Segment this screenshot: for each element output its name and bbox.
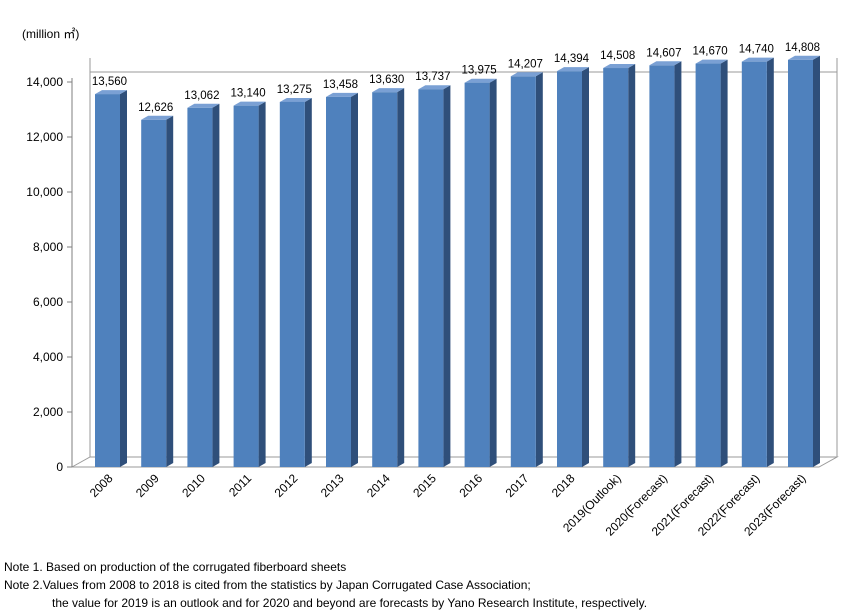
- bar-side: [720, 59, 728, 467]
- y-tick-label: 6,000: [33, 295, 63, 309]
- category-label: 2017: [503, 471, 532, 500]
- value-label: 14,394: [554, 53, 590, 65]
- value-label: 13,275: [277, 84, 312, 96]
- bar-side: [443, 85, 451, 468]
- bar-side: [674, 61, 682, 468]
- category-label: 2008: [87, 471, 116, 500]
- category-label: 2011: [226, 471, 254, 499]
- bar: [741, 61, 767, 468]
- bar: [187, 107, 213, 468]
- category-label: 2018: [549, 471, 578, 500]
- value-label: 13,975: [462, 65, 497, 77]
- bar-side: [766, 57, 774, 468]
- bar: [279, 101, 305, 467]
- bar: [695, 63, 721, 467]
- category-label: 2015: [410, 471, 439, 500]
- value-label: 14,207: [508, 58, 543, 70]
- bar-top: [510, 72, 543, 77]
- value-label: 14,740: [739, 44, 774, 56]
- bar: [233, 105, 259, 468]
- bar-top: [788, 55, 820, 60]
- bar-top: [464, 78, 497, 83]
- category-label: 2010: [179, 471, 208, 500]
- y-tick-label: 4,000: [33, 350, 63, 364]
- bar-top: [187, 103, 220, 108]
- notes: Note 1. Based on production of the corru…: [4, 558, 862, 612]
- bar-side: [258, 101, 266, 468]
- bar: [464, 82, 490, 467]
- bar: [372, 92, 398, 468]
- value-label: 13,630: [369, 74, 404, 86]
- bar-side: [813, 55, 820, 467]
- bar-chart: 0 2,000 4,000 6,000 8,000 10,000 12,000 14,000 (…: [22, 27, 839, 539]
- category-label: 2013: [318, 471, 347, 500]
- bar-top: [233, 101, 266, 106]
- note-2: Note 2.Values from 2008 to 2018 is cited…: [4, 578, 531, 592]
- bar-side: [166, 115, 174, 467]
- y-tick-label: 8,000: [33, 240, 63, 254]
- value-label: 13,737: [415, 71, 450, 83]
- category-label: 2009: [133, 471, 162, 500]
- note-2-continued: the value for 2019 is an outlook and for…: [52, 596, 648, 610]
- bar-top: [603, 64, 636, 69]
- bar: [326, 96, 351, 467]
- bar-top: [95, 90, 127, 95]
- bar-top: [557, 67, 589, 72]
- y-tick-label: 12,000: [26, 130, 63, 144]
- bar-side: [628, 64, 636, 467]
- value-label: 13,140: [231, 88, 266, 100]
- value-label: 14,607: [646, 47, 681, 59]
- bar: [557, 71, 582, 467]
- bar-top: [141, 115, 174, 120]
- value-label: 13,560: [92, 76, 127, 88]
- y-tick-label: 14,000: [26, 75, 63, 89]
- bar-side: [489, 78, 497, 467]
- category-label: 2016: [456, 471, 485, 500]
- bar: [788, 59, 813, 467]
- value-label: 13,062: [184, 90, 219, 102]
- bar-side: [120, 90, 127, 467]
- bar-side: [351, 92, 358, 467]
- unit-label: (million ㎡): [22, 27, 79, 41]
- bar-top: [418, 85, 451, 90]
- bar-top: [372, 88, 405, 93]
- category-label: 2014: [364, 471, 393, 500]
- bar: [418, 89, 444, 468]
- bar: [510, 76, 536, 468]
- value-label: 14,508: [600, 50, 635, 62]
- bar-side: [304, 97, 312, 467]
- bar-top: [649, 61, 682, 66]
- value-label: 13,458: [323, 79, 358, 91]
- bar-side: [535, 72, 543, 468]
- bar: [95, 94, 120, 467]
- chart-area: 0 2,000 4,000 6,000 8,000 10,000 12,000 14,000 (…: [22, 27, 839, 539]
- bar-side: [582, 67, 589, 467]
- bar-side: [397, 88, 405, 468]
- bar-top: [695, 59, 728, 64]
- y-tick-label: 2,000: [33, 405, 63, 419]
- bar: [649, 65, 675, 468]
- bar-top: [326, 92, 358, 97]
- value-label: 14,670: [693, 46, 728, 58]
- value-label: 12,626: [138, 102, 173, 114]
- note-1: Note 1. Based on production of the corru…: [4, 560, 347, 574]
- bar-top: [279, 97, 312, 102]
- y-tick-label: 10,000: [26, 185, 63, 199]
- bar: [603, 68, 629, 467]
- y-tick-label: 0: [56, 460, 63, 474]
- bar: [141, 119, 167, 467]
- bar-side: [212, 103, 220, 468]
- bar-top: [741, 57, 774, 62]
- category-label: 2012: [272, 471, 301, 500]
- value-label: 14,808: [785, 42, 820, 54]
